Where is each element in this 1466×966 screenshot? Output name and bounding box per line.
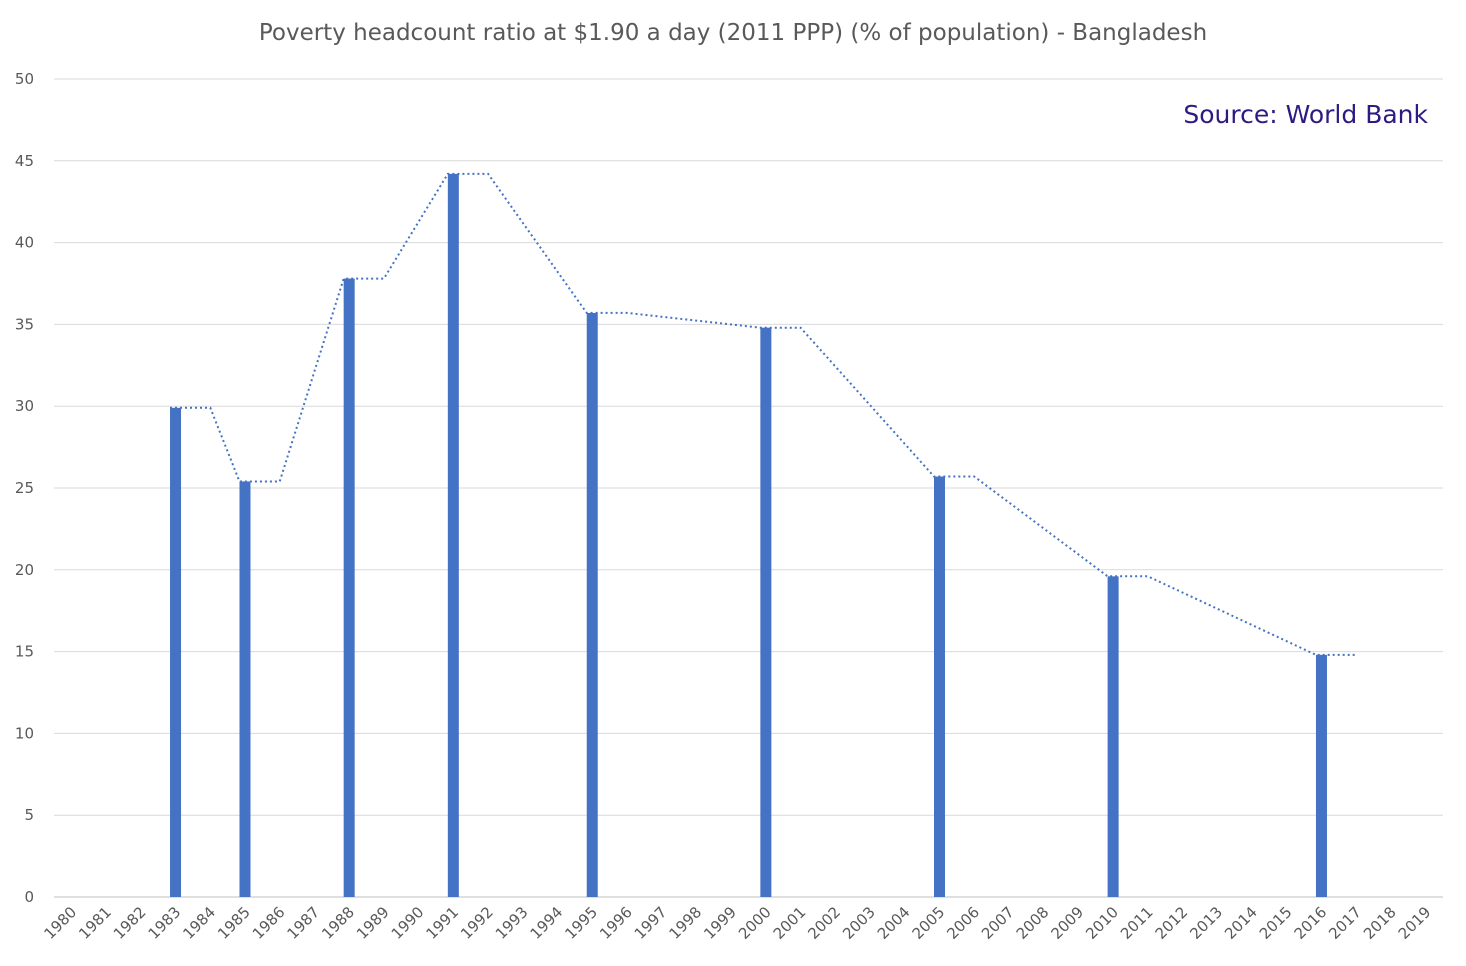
x-tick-label: 2006 [943,903,983,943]
y-tick-label: 0 [24,888,34,906]
bar-2005 [933,476,945,897]
x-tick-label: 1992 [457,903,497,943]
y-tick-label: 5 [24,806,34,824]
x-tick-label: 2002 [804,903,844,943]
y-tick-label: 25 [15,479,34,497]
y-tick-label: 35 [15,315,34,333]
trendline [170,172,1357,656]
x-tick-label: 2007 [978,903,1018,943]
x-tick-label: 2008 [1013,903,1053,943]
gridlines [54,78,1443,898]
x-tick-label: 1988 [318,903,358,943]
y-tick-label: 15 [15,643,34,661]
bar-1995 [586,312,598,897]
x-tick-label: 1993 [492,903,532,943]
x-tick-label: 2013 [1186,903,1226,943]
chart-title: Poverty headcount ratio at $1.90 a day (… [258,20,1208,46]
bar-1991 [447,173,459,897]
x-tick-label: 2005 [909,903,949,943]
bar-1983 [170,407,182,897]
x-tick-label: 1995 [561,903,601,943]
x-tick-label: 1990 [388,903,428,943]
x-tick-label: 1983 [145,903,185,943]
bar-2000 [760,327,772,897]
x-tick-label: 1985 [214,903,254,943]
x-tick-label: 1984 [179,903,219,943]
y-tick-label: 30 [15,397,34,415]
x-tick-label: 2014 [1221,903,1261,943]
x-tick-label: 1982 [110,903,150,943]
x-tick-label: 1987 [284,903,324,943]
x-tick-label: 2004 [874,903,914,943]
x-tick-label: 2000 [735,903,775,943]
x-axis-ticks: 1980198119821983198419851986198719881989… [40,903,1434,943]
y-tick-label: 20 [15,561,34,579]
x-tick-label: 1991 [422,903,462,943]
x-tick-label: 1996 [596,903,636,943]
x-tick-label: 2017 [1325,903,1365,943]
y-tick-label: 10 [15,724,34,742]
x-tick-label: 1999 [700,903,740,943]
bar-1988 [343,278,355,897]
y-axis-ticks: 0 5 10 15 20 25 30 35 40 45 50 [15,70,34,906]
x-tick-label: 1986 [249,903,289,943]
x-tick-label: 2009 [1047,903,1087,943]
x-tick-label: 1997 [631,903,671,943]
x-tick-label: 2012 [1152,903,1192,943]
x-tick-label: 2019 [1395,903,1435,943]
x-tick-label: 1980 [40,903,80,943]
bar-2010 [1107,576,1119,897]
bar-1985 [239,481,251,897]
x-tick-label: 2018 [1360,903,1400,943]
x-tick-label: 2011 [1117,903,1157,943]
x-tick-label: 1994 [527,903,567,943]
x-tick-label: 2003 [839,903,879,943]
bars [170,173,1327,897]
x-tick-label: 1998 [666,903,706,943]
y-tick-label: 40 [15,234,34,252]
x-tick-label: 1989 [353,903,393,943]
x-tick-label: 2015 [1256,903,1296,943]
bar-2016 [1315,654,1327,897]
x-tick-label: 2001 [770,903,810,943]
x-tick-label: 2010 [1082,903,1122,943]
source-annotation: Source: World Bank [1183,100,1428,129]
y-tick-label: 45 [15,152,34,170]
trendline-layer [170,172,1357,656]
y-tick-label: 50 [15,70,34,88]
x-tick-label: 1981 [75,903,115,943]
x-tick-label: 2016 [1291,903,1331,943]
